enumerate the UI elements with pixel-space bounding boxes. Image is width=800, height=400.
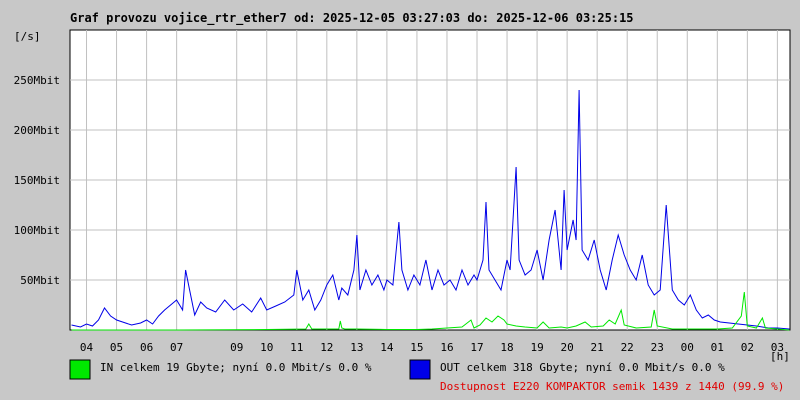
chart-title: Graf provozu vojice_rtr_ether7 od: 2025-… — [70, 11, 634, 26]
x-tick-label: 07 — [170, 341, 183, 354]
x-tick-label: 20 — [560, 341, 573, 354]
legend-out-text: OUT celkem 318 Gbyte; nyní 0.0 Mbit/s 0.… — [440, 361, 725, 374]
x-axis-unit-label: [h] — [770, 350, 790, 363]
series-line-in — [71, 291, 790, 331]
x-tick-label: 12 — [320, 341, 333, 354]
legend-in-text: IN celkem 19 Gbyte; nyní 0.0 Mbit/s 0.0 … — [100, 361, 372, 374]
x-tick-label: 11 — [290, 341, 303, 354]
y-tick-label: 200Mbit — [14, 124, 60, 137]
x-tick-label: 15 — [410, 341, 423, 354]
x-tick-label: 04 — [80, 341, 94, 354]
x-tick-label: 18 — [500, 341, 513, 354]
series-line-out — [71, 89, 790, 330]
x-tick-label: 14 — [380, 341, 394, 354]
x-tick-label: 02 — [741, 341, 754, 354]
x-tick-label: 09 — [230, 341, 243, 354]
x-tick-label: 03 — [771, 341, 784, 354]
y-tick-label: 100Mbit — [14, 224, 60, 237]
x-tick-label: 06 — [140, 341, 153, 354]
legend-in-swatch — [69, 359, 91, 380]
x-tick-label: 22 — [621, 341, 634, 354]
y-tick-label: 150Mbit — [14, 174, 60, 187]
y-tick-label: 250Mbit — [14, 74, 60, 87]
x-tick-label: 13 — [350, 341, 363, 354]
x-tick-label: 17 — [470, 341, 483, 354]
x-tick-label: 16 — [440, 341, 453, 354]
x-tick-label: 21 — [591, 341, 604, 354]
grid — [70, 30, 790, 330]
y-tick-label: 50Mbit — [20, 274, 60, 287]
axis-labels: 50Mbit 100Mbit 150Mbit 200Mbit 250Mbit 04 05 06… — [14, 74, 784, 354]
x-tick-label: 01 — [711, 341, 724, 354]
x-tick-label: 05 — [110, 341, 123, 354]
x-tick-label: 19 — [530, 341, 543, 354]
x-tick-label: 10 — [260, 341, 273, 354]
y-axis-unit-label: [/s] — [14, 30, 41, 43]
x-tick-label: 00 — [681, 341, 694, 354]
legend-out-swatch — [409, 359, 431, 380]
x-tick-label: 23 — [651, 341, 664, 354]
series-layer — [71, 89, 790, 331]
availability-text: Dostupnost E220 KOMPAKTOR semik 1439 z 1… — [440, 380, 784, 393]
